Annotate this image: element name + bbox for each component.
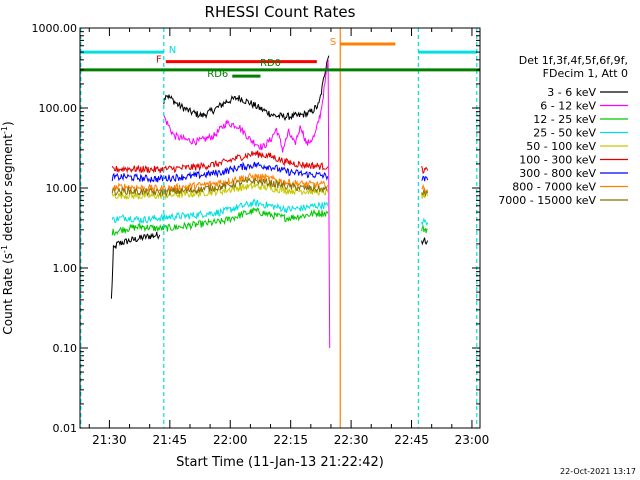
series-line-8-seg-1 <box>421 189 429 198</box>
y-label-part-2: detector segment <box>1 134 15 245</box>
y-label-exp-1: -1 <box>0 245 9 253</box>
legend-entry-label-0: 3 - 6 keV <box>547 86 596 99</box>
flag-label-n: N <box>169 45 176 56</box>
plot-frame <box>79 27 481 429</box>
series-line-0-seg-1 <box>163 55 330 122</box>
axes-layer: 1000.00 100.00 10.00 1.00 0.10 0.01 21:30 21:45… <box>32 22 490 447</box>
x-tick-label-6: 23:00 <box>455 433 490 447</box>
series-line-4-seg-1 <box>421 191 429 199</box>
y-label-part-1: Count Rate (s <box>1 253 15 335</box>
x-axis-label: Start Time (11-Jan-13 21:22:42) <box>176 455 384 470</box>
series-line-8-seg-0 <box>111 176 328 198</box>
flag-label-rd0: RD0 <box>260 58 281 69</box>
legend-entry-label-6: 300 - 800 keV <box>519 167 596 180</box>
x-tick-label-4: 22:30 <box>334 433 369 447</box>
legend-entry-label-4: 50 - 100 keV <box>526 140 596 153</box>
legend-header-line-1: Det 1f,3f,4f,5f,6f,9f, <box>519 54 628 67</box>
x-tick-label-2: 22:00 <box>213 433 248 447</box>
y-axis-label: Count Rate (s-1 detector segment-1) <box>0 121 15 334</box>
series-line-3-seg-1 <box>421 217 429 227</box>
legend-entry-label-3: 25 - 50 keV <box>533 127 596 140</box>
series-line-4-seg-0 <box>111 181 329 201</box>
footer-date: 22-Oct-2021 13:17 <box>560 467 636 476</box>
y-tick-label-3: 1.00 <box>53 262 78 275</box>
flag-label-rd6: RD6 <box>207 69 228 80</box>
legend-entry-label-7: 800 - 7000 keV <box>512 181 596 194</box>
x-tick-label-3: 22:15 <box>273 433 308 447</box>
x-tick-label-5: 22:45 <box>394 433 429 447</box>
series-line-1-seg-0 <box>163 59 331 349</box>
overlay-layer: NF RD0 RD6 S <box>80 28 480 428</box>
y-tick-label-2: 10.00 <box>46 182 78 195</box>
series-line-2-seg-1 <box>421 224 428 234</box>
legend-entry-label-2: 12 - 25 keV <box>533 113 596 126</box>
x-tick-label-1: 21:45 <box>153 433 188 447</box>
flag-label-s: S <box>330 37 336 48</box>
series-line-0-seg-0 <box>110 231 161 299</box>
legend-entry-label-5: 100 - 300 keV <box>519 154 596 167</box>
series-line-3-seg-0 <box>111 199 329 225</box>
data-layer <box>110 55 429 349</box>
y-tick-label-1: 100.00 <box>39 102 78 115</box>
y-tick-label-4: 0.10 <box>53 342 78 355</box>
series-line-6-seg-0 <box>111 161 329 184</box>
y-label-part-3: ) <box>1 121 15 126</box>
series-line-5-seg-0 <box>111 150 329 174</box>
legend-entry-label-8: 7000 - 15000 keV <box>498 194 596 207</box>
flag-label-f: F <box>156 55 162 66</box>
series-line-6-seg-1 <box>421 175 429 182</box>
y-tick-label-0: 1000.00 <box>32 22 78 35</box>
series-line-0-seg-2 <box>421 237 429 246</box>
y-label-exp-2: -1 <box>0 126 9 134</box>
chart-title: RHESSI Count Rates <box>205 3 356 21</box>
y-tick-label-5: 0.01 <box>53 422 78 435</box>
legend-entry-label-1: 6 - 12 keV <box>540 100 596 113</box>
series-line-5-seg-1 <box>421 166 429 175</box>
legend-header-line-2: FDecim 1, Att 0 <box>543 67 628 80</box>
series-line-2-seg-0 <box>111 207 329 237</box>
x-tick-label-0: 21:30 <box>92 433 127 447</box>
legend: Det 1f,3f,4f,5f,6f,9f, FDecim 1, Att 0 3… <box>498 54 628 207</box>
